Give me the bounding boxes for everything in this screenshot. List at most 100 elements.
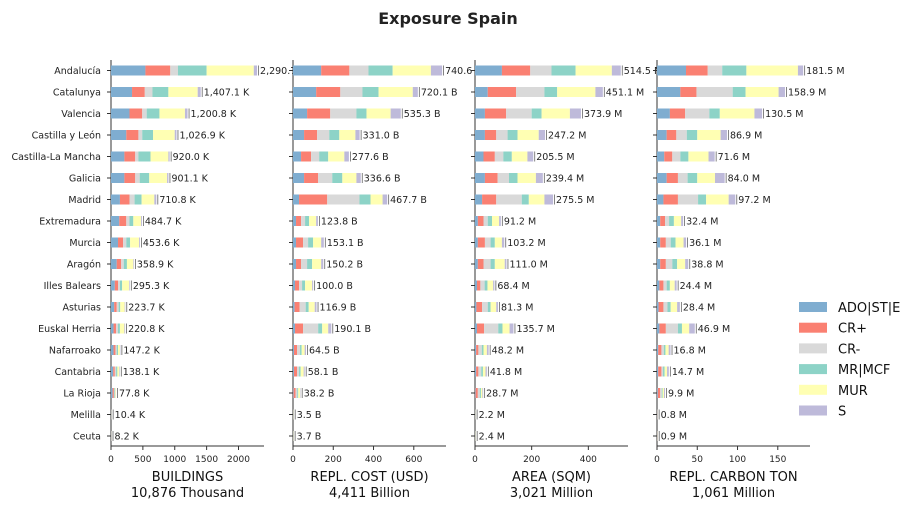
bar-segment: [478, 345, 482, 355]
bar-segment: [507, 130, 518, 140]
bar-segment: [677, 194, 699, 205]
bar-segment: [496, 130, 508, 140]
bar-segment: [665, 216, 670, 226]
bar-segment: [676, 130, 687, 140]
bar-segment: [382, 194, 388, 205]
bar-value-label: 740.6 B: [445, 66, 482, 77]
legend-label: MUR: [838, 384, 868, 399]
bar-value-label: 32.4 M: [686, 217, 718, 228]
bar-segment: [111, 173, 125, 183]
bar-segment: [569, 108, 581, 119]
bar-segment: [477, 216, 484, 226]
bar-segment: [300, 366, 304, 377]
bar-segment: [480, 388, 483, 398]
x-tick-label: 200: [325, 455, 342, 465]
bar-segment: [293, 130, 305, 140]
bar-value-label: 247.2 M: [548, 131, 586, 142]
bar-segment: [516, 87, 545, 97]
bar-segment: [362, 87, 379, 97]
bar-segment: [295, 323, 304, 334]
bar-segment: [720, 130, 727, 140]
bar-segment: [138, 151, 151, 162]
bar-segment: [675, 237, 684, 248]
bar-segment: [111, 65, 146, 76]
bar-segment: [299, 194, 328, 205]
bar-segment: [657, 345, 659, 355]
bar-segment: [666, 280, 670, 291]
bar-segment: [316, 87, 341, 97]
bar-segment: [303, 323, 319, 334]
bar-segment: [295, 388, 298, 398]
bar-segment: [307, 259, 313, 269]
bar-value-label: 28.7 M: [486, 389, 518, 400]
bar-value-label: 181.5 M: [806, 66, 844, 77]
bar-segment: [611, 65, 621, 76]
bar-value-label: 46.9 M: [698, 324, 730, 335]
bar-segment: [111, 87, 133, 97]
bar-segment: [356, 108, 367, 119]
bar-value-label: 467.7 B: [390, 195, 427, 206]
bar-segment: [392, 65, 431, 76]
bar-segment: [476, 323, 485, 334]
region-label: Galicia: [69, 174, 101, 185]
bar-segment: [490, 259, 495, 269]
bar-segment: [708, 151, 715, 162]
bar-value-label: 190.1 B: [334, 324, 371, 335]
panel-sublabel: 10,876 Thousand: [131, 486, 244, 501]
bar-segment: [511, 151, 528, 162]
x-tick-label: 1000: [163, 455, 186, 465]
bar-segment: [674, 280, 677, 291]
bar-segment: [665, 345, 669, 355]
bar-segment: [293, 65, 322, 76]
bar-segment: [305, 280, 313, 291]
bar-segment: [355, 130, 360, 140]
bar-segment: [296, 237, 304, 248]
bar-segment: [657, 323, 660, 334]
region-label: Cantabria: [55, 367, 101, 378]
bar-segment: [430, 65, 443, 76]
bar-segment: [114, 388, 116, 398]
bar-segment: [119, 366, 120, 377]
bar-segment: [313, 237, 322, 248]
legend-label: CR-: [838, 342, 861, 357]
bar-value-label: 373.9 M: [584, 109, 622, 120]
bar-segment: [307, 108, 331, 119]
bar-segment: [303, 366, 305, 377]
bar-segment: [141, 194, 155, 205]
bar-segment: [126, 130, 139, 140]
bar-segment: [332, 173, 343, 183]
bar-segment: [494, 259, 505, 269]
bar-value-label: 158.9 M: [788, 88, 826, 99]
bar-segment: [111, 194, 120, 205]
bar-segment: [509, 323, 514, 334]
bar-segment: [595, 87, 603, 97]
panel-1: 0 200 400 600 740.6 B 720.1 B 535.3 B 331.0 B 27…: [289, 60, 482, 501]
bar-value-label: 205.5 M: [536, 152, 574, 163]
panel-3: 0 50 100 150 181.5 M 158.9 M 130.5 M86.9 M 71.6…: [653, 60, 845, 501]
bar-segment: [665, 237, 671, 248]
bar-segment: [502, 323, 510, 334]
bar-segment: [475, 216, 478, 226]
bar-segment: [478, 366, 482, 377]
bar-value-label: 84.0 M: [728, 174, 760, 185]
bar-segment: [551, 65, 576, 76]
bar-segment: [111, 323, 114, 334]
bar-segment: [662, 388, 665, 398]
bar-segment: [129, 216, 134, 226]
bar-segment: [666, 173, 678, 183]
bar-segment: [482, 194, 497, 205]
bar-segment: [140, 216, 142, 226]
bar-segment: [368, 65, 393, 76]
bar-segment: [484, 173, 498, 183]
bar-segment: [308, 302, 315, 312]
x-tick-label: 0: [108, 455, 114, 465]
bar-value-label: 71.6 M: [718, 152, 750, 163]
bar-segment: [293, 323, 296, 334]
x-tick-label: 400: [365, 455, 382, 465]
bar-value-label: 277.6 B: [352, 152, 389, 163]
bar-segment: [327, 194, 360, 205]
bar-segment: [698, 194, 707, 205]
bar-segment: [660, 259, 666, 269]
bar-segment: [134, 194, 142, 205]
bar-segment: [475, 237, 478, 248]
